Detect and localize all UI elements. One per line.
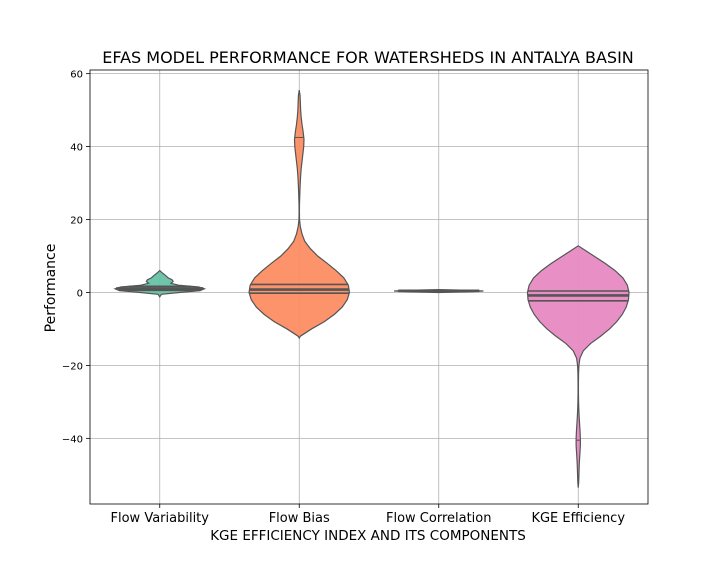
chart-title: EFAS MODEL PERFORMANCE FOR WATERSHEDS IN… <box>102 48 634 67</box>
x-axis-label: KGE EFFICIENCY INDEX AND ITS COMPONENTS <box>210 528 526 544</box>
x-axis: Flow Variability Flow Bias Flow Correlatio… <box>111 504 625 526</box>
y-axis: −40 −20 0 20 40 60 <box>62 70 90 445</box>
y-tick-label: −20 <box>62 361 83 372</box>
x-tick-label: Flow Variability <box>111 511 210 526</box>
violin-body <box>113 269 207 298</box>
violin <box>394 288 484 294</box>
violin-body <box>248 89 351 340</box>
violins-layer <box>113 89 630 488</box>
violin-body <box>526 245 630 488</box>
x-tick-label: KGE Efficiency <box>531 511 625 526</box>
y-tick-label: −40 <box>62 434 83 445</box>
y-tick-label: 60 <box>70 70 83 81</box>
violin <box>526 245 630 488</box>
plot-frame <box>89 69 649 505</box>
y-tick-label: 20 <box>70 216 83 227</box>
y-tick-label: 0 <box>77 288 83 299</box>
violin <box>248 89 351 340</box>
y-axis-label: Performance <box>43 244 59 333</box>
x-tick-label: Flow Correlation <box>386 511 492 526</box>
y-tick-label: 40 <box>70 143 83 154</box>
x-tick-label: Flow Bias <box>269 511 330 526</box>
violin <box>113 269 207 298</box>
